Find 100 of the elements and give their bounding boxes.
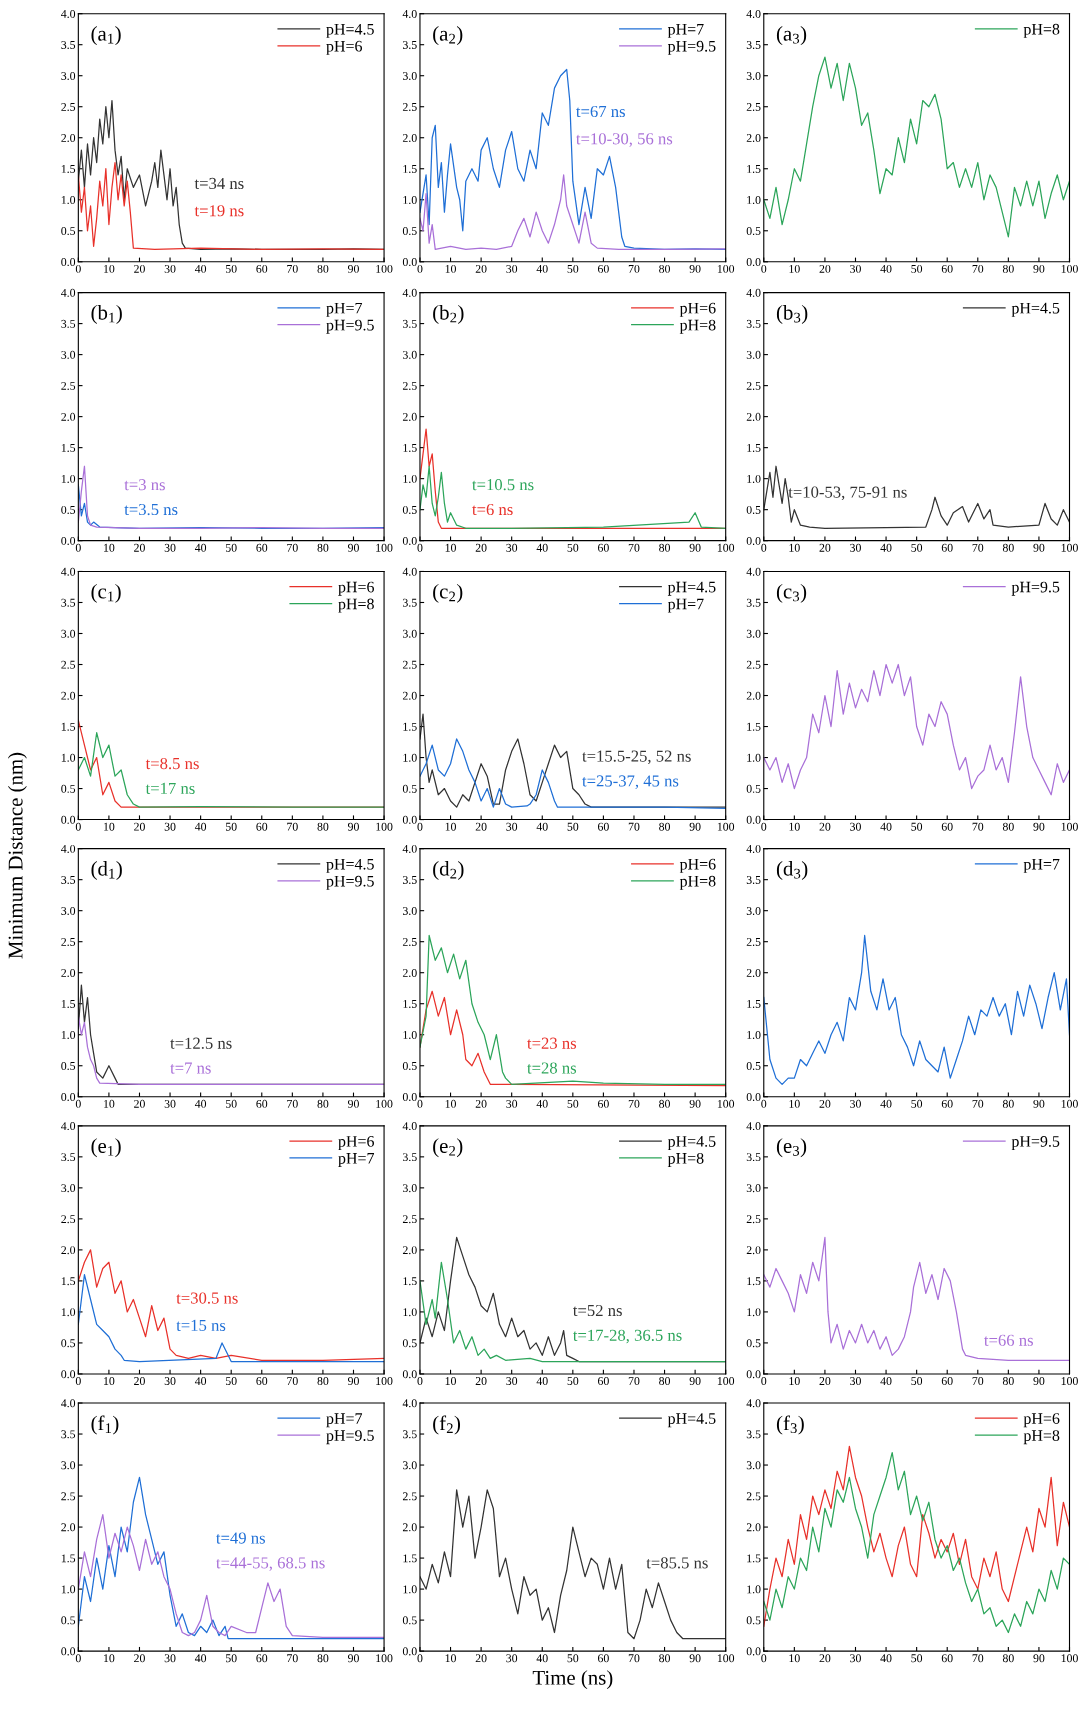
x-tick-label: 70 — [972, 1377, 984, 1386]
y-tick-label: 1.0 — [61, 753, 76, 762]
x-tick-label: 10 — [104, 1377, 115, 1386]
x-tick-label: 30 — [850, 264, 861, 273]
y-tick-label: 1.0 — [403, 1308, 417, 1317]
x-tick-label: 90 — [689, 1377, 701, 1386]
x-tick-label: 40 — [880, 1099, 892, 1108]
y-tick-label: 3.5 — [403, 598, 417, 607]
y-tick-label: 3.0 — [746, 350, 761, 359]
y-tick-label: 3.5 — [61, 875, 76, 884]
x-tick-label: 20 — [134, 822, 145, 831]
legend-label: pH=6 — [679, 302, 716, 317]
y-tick-label: 2.5 — [61, 381, 76, 390]
y-tick-label: 1.0 — [403, 753, 417, 762]
y-tick-label: 1.5 — [403, 1000, 417, 1008]
y-tick-label: 2.0 — [746, 1246, 761, 1255]
y-tick-label: 3.0 — [746, 906, 761, 915]
y-tick-label: 2.0 — [402, 133, 417, 142]
legend-label: pH=8 — [338, 598, 374, 613]
y-tick-label: 4.0 — [402, 844, 417, 853]
x-tick-label: 60 — [598, 1377, 609, 1386]
x-tick-label: 30 — [850, 543, 861, 552]
x-tick-label: 70 — [972, 1654, 984, 1663]
x-tick-label: 80 — [659, 1654, 670, 1663]
y-tick-label: 2.5 — [746, 1215, 761, 1224]
y-tick-label: 2.0 — [61, 968, 76, 977]
x-tick-label: 30 — [164, 1654, 176, 1663]
x-tick-label: 40 — [194, 1377, 207, 1386]
x-tick-label: 70 — [287, 264, 298, 273]
text: (c$_{2}$) — [433, 583, 463, 603]
x-tick-label: 0 — [761, 1099, 767, 1108]
x-tick-label: 80 — [659, 1377, 670, 1386]
y-tick-label: 0.0 — [402, 815, 417, 824]
text: (f$_{2}$) — [433, 1415, 461, 1435]
y-tick-label: 2.5 — [746, 103, 761, 111]
x-tick-label: 90 — [689, 264, 701, 273]
y-tick-label: 1.5 — [61, 1554, 76, 1563]
annotation: t=10.5 ns — [472, 479, 534, 491]
legend-label: pH=8 — [679, 875, 716, 890]
x-tick-label: 0 — [761, 1377, 767, 1386]
y-tick-label: 3.0 — [61, 1184, 76, 1193]
x-tick-label: 0 — [75, 543, 81, 552]
x-tick-label: 30 — [164, 264, 176, 273]
legend-label: pH=7 — [667, 23, 704, 38]
x-tick-label: 100 — [376, 1654, 393, 1663]
x-tick-label: 0 — [417, 264, 423, 273]
x-tick-label: 20 — [134, 1654, 145, 1663]
y-tick-label: 0.5 — [61, 227, 76, 236]
y-tick-label: 0.5 — [61, 505, 76, 514]
x-tick-label: 0 — [417, 543, 423, 552]
x-tick-label: 20 — [819, 1099, 831, 1108]
x-tick-label: 60 — [256, 264, 268, 273]
y-tick-label: 3.0 — [746, 71, 761, 80]
x-tick-label: 60 — [941, 264, 953, 273]
y-tick-label: 4.0 — [61, 1399, 76, 1408]
y-tick-label: 1.0 — [747, 1308, 761, 1317]
x-tick-label: 80 — [659, 264, 670, 273]
x-tick-label: 10 — [789, 1099, 800, 1108]
x-tick-label: 0 — [761, 264, 767, 273]
legend-label: pH=9.5 — [667, 40, 716, 55]
x-tick-label: 90 — [1033, 1099, 1045, 1108]
x-tick-label: 50 — [225, 1377, 237, 1386]
x-tick-label: 30 — [850, 1654, 861, 1663]
y-tick-label: 3.0 — [403, 71, 417, 80]
x-tick-label: 50 — [911, 1654, 923, 1663]
x-tick-label: 30 — [506, 1654, 518, 1663]
y-tick-label: 4.0 — [746, 567, 761, 576]
line-series — [419, 738, 726, 810]
y-tick-label: 4.0 — [746, 1399, 761, 1408]
x-tick-label: 80 — [317, 822, 329, 831]
y-tick-label: 0.0 — [61, 258, 76, 267]
x-tick-label: 10 — [104, 543, 115, 552]
x-tick-label: 20 — [134, 543, 145, 552]
x-tick-label: 20 — [819, 822, 831, 831]
y-tick-label: 2.5 — [61, 1492, 76, 1501]
line-series — [78, 1249, 385, 1361]
x-tick-label: 40 — [880, 822, 892, 831]
x-tick-label: 100 — [717, 1377, 735, 1386]
y-tick-label: 2.0 — [746, 133, 761, 142]
x-tick-label: 20 — [819, 264, 831, 273]
y-tick-label: 1.5 — [403, 1277, 417, 1286]
x-tick-label: 80 — [659, 1099, 670, 1108]
x-tick-label: 20 — [475, 1377, 487, 1386]
legend-label: pH=6 — [1023, 1413, 1060, 1428]
text: (a$_{3}$) — [776, 26, 807, 45]
x-tick-label: 50 — [225, 822, 237, 831]
x-tick-label: 0 — [75, 1654, 81, 1663]
text: (f$_{3}$) — [776, 1415, 804, 1435]
y-tick-label: 0.5 — [746, 505, 761, 514]
x-tick-label: 60 — [941, 543, 953, 552]
text: (e$_{3}$) — [776, 1138, 807, 1158]
x-tick-label: 10 — [789, 543, 800, 552]
y-tick-label: 2.5 — [402, 103, 417, 111]
annotation: t=30.5 ns — [176, 1292, 238, 1304]
annotation: t=28 ns — [527, 1062, 577, 1074]
x-tick-label: 100 — [717, 822, 735, 831]
y-tick-label: 3.5 — [403, 875, 417, 884]
text: (d$_{1}$) — [91, 861, 122, 880]
y-tick-label: 2.5 — [746, 1492, 761, 1501]
x-tick-label: 30 — [506, 1377, 518, 1386]
